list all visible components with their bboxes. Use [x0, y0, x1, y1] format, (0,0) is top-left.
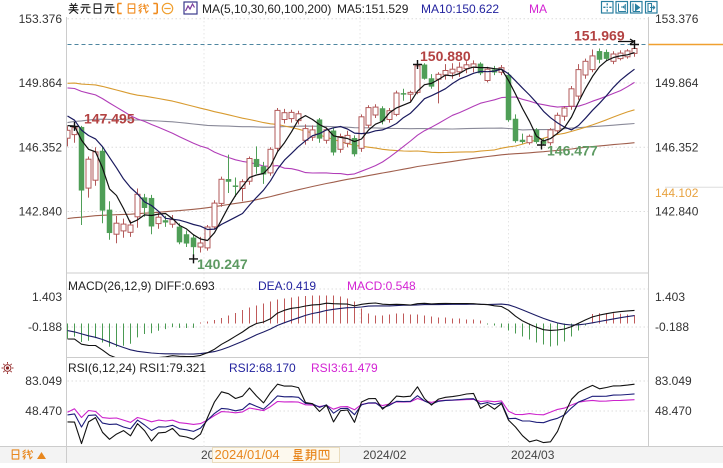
svg-text:142.840: 142.840	[655, 205, 699, 219]
svg-text:153.376: 153.376	[655, 12, 699, 26]
svg-text:150.880: 150.880	[420, 48, 471, 64]
svg-text:RSI(6,12,24) RSI1:79.321: RSI(6,12,24) RSI1:79.321	[68, 361, 206, 375]
svg-text:146.477: 146.477	[547, 143, 598, 159]
svg-text:1.403: 1.403	[655, 290, 685, 304]
svg-text:MACD:0.548: MACD:0.548	[347, 279, 416, 293]
svg-text:144.102: 144.102	[655, 186, 699, 200]
svg-text:2024/03: 2024/03	[511, 448, 555, 462]
svg-text:2024/01/04: 2024/01/04	[215, 447, 280, 462]
svg-text:-0.188: -0.188	[655, 320, 689, 334]
svg-text:48.470: 48.470	[25, 404, 62, 418]
svg-text:147.495: 147.495	[84, 111, 135, 127]
svg-text:142.840: 142.840	[19, 205, 63, 219]
svg-text:20: 20	[201, 448, 215, 462]
svg-text:MA10:150.622: MA10:150.622	[421, 2, 499, 16]
svg-text:146.352: 146.352	[19, 140, 63, 154]
svg-text:MA: MA	[529, 2, 547, 16]
svg-text:149.864: 149.864	[655, 76, 699, 90]
svg-text:2024/02: 2024/02	[363, 448, 407, 462]
svg-text:140.247: 140.247	[197, 256, 248, 272]
svg-text:MA5:151.529: MA5:151.529	[337, 2, 409, 16]
svg-text:83.049: 83.049	[655, 374, 692, 388]
svg-text:151.969: 151.969	[574, 28, 625, 44]
svg-text:146.352: 146.352	[655, 140, 699, 154]
svg-text:-0.188: -0.188	[28, 320, 62, 334]
svg-text:RSI2:68.170: RSI2:68.170	[229, 361, 296, 375]
svg-text:153.376: 153.376	[19, 12, 63, 26]
svg-text:48.470: 48.470	[655, 404, 692, 418]
svg-text:MACD(26,12,9) DIFF:0.693: MACD(26,12,9) DIFF:0.693	[68, 279, 215, 293]
svg-text:1.403: 1.403	[32, 290, 62, 304]
svg-text:RSI3:61.479: RSI3:61.479	[311, 361, 378, 375]
svg-text:MA(5,10,30,60,100,200): MA(5,10,30,60,100,200)	[202, 2, 331, 16]
svg-text:149.864: 149.864	[19, 76, 63, 90]
svg-text:DEA:0.419: DEA:0.419	[258, 279, 316, 293]
svg-text:83.049: 83.049	[25, 374, 62, 388]
